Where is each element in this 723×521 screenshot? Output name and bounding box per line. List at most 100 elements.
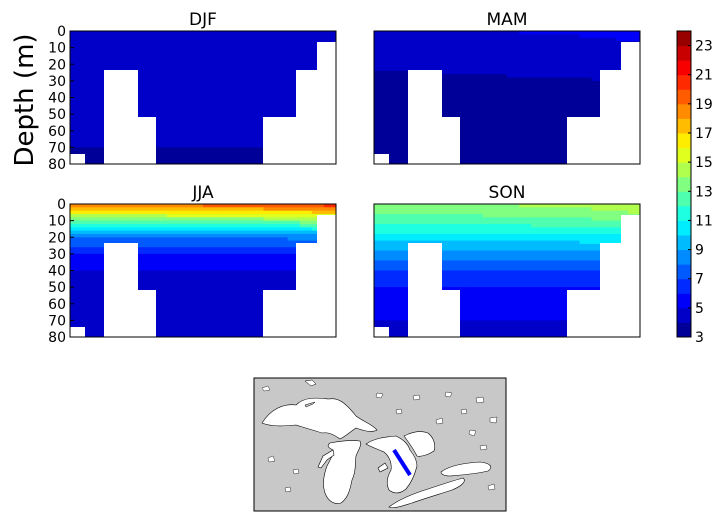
land-mask: [442, 290, 460, 337]
temperature-cell: [567, 263, 581, 268]
temperature-cell: [386, 253, 399, 258]
temperature-cell: [398, 97, 411, 102]
temperature-cell: [591, 50, 605, 55]
temperature-cell: [458, 120, 472, 125]
temperature-cell: [82, 230, 95, 235]
temperature-cell: [142, 220, 156, 225]
temperature-cell: [239, 140, 252, 145]
temperature-cell: [567, 273, 581, 278]
temperature-cell: [299, 37, 313, 42]
temperature-cell: [579, 207, 593, 212]
temperature-cell: [482, 110, 496, 115]
temperature-cell: [82, 257, 95, 262]
temperature-cell: [82, 80, 95, 85]
temperature-cell: [446, 280, 460, 285]
temperature-cell: [386, 94, 399, 99]
lake-nipigon: [304, 379, 317, 387]
temperature-cell: [251, 280, 265, 285]
temperature-cell: [82, 310, 95, 315]
temperature-cell: [531, 204, 544, 208]
temperature-cell: [118, 230, 132, 235]
temperature-cell: [470, 323, 484, 328]
temperature-cell: [555, 240, 569, 245]
temperature-cell: [374, 147, 387, 152]
temperature-cell: [519, 313, 532, 318]
temperature-cell: [555, 293, 569, 298]
temperature-cell: [203, 297, 216, 302]
temperature-cell: [386, 107, 399, 112]
temperature-cell: [154, 160, 168, 164]
temperature-cell: [106, 207, 119, 212]
temperature-cell: [154, 54, 168, 59]
temperature-cell: [494, 60, 508, 65]
temperature-cell: [263, 277, 277, 282]
temperature-cell: [507, 157, 520, 162]
temperature-cell: [239, 287, 252, 292]
land-mask: [442, 117, 460, 164]
temperature-cell: [555, 154, 569, 158]
temperature-cell: [154, 287, 168, 292]
temperature-cell: [154, 137, 168, 142]
small-lake: [460, 408, 468, 415]
temperature-cell: [82, 90, 95, 95]
temperature-cell: [422, 37, 436, 42]
temperature-cell: [507, 160, 520, 164]
temperature-cell: [434, 207, 448, 212]
temperature-cell: [555, 300, 569, 305]
temperature-cell: [82, 313, 95, 318]
temperature-cell: [531, 60, 544, 65]
temperature-cell: [374, 204, 387, 208]
temperature-cell: [398, 74, 411, 79]
temperature-cell: [94, 323, 107, 328]
temperature-cell: [519, 207, 532, 212]
temperature-cell: [70, 277, 83, 282]
temperature-cell: [275, 220, 289, 225]
y-tick-label: 70: [48, 313, 66, 329]
temperature-cell: [178, 223, 192, 228]
temperature-cell: [519, 310, 532, 315]
temperature-cell: [386, 77, 399, 82]
temperature-cell: [166, 300, 180, 305]
temperature-cell: [422, 207, 436, 212]
temperature-cell: [374, 283, 387, 288]
temperature-cell: [627, 210, 640, 215]
temperature-cell: [166, 64, 180, 69]
temperature-cell: [603, 237, 617, 242]
temperature-cell: [470, 207, 484, 212]
temperature-cell: [227, 313, 240, 318]
temperature-cell: [82, 100, 95, 105]
temperature-cell: [543, 260, 556, 265]
temperature-cell: [507, 107, 520, 112]
temperature-cell: [470, 280, 484, 285]
temperature-cell: [519, 60, 532, 65]
temperature-cell: [178, 130, 192, 135]
temperature-cell: [458, 207, 472, 212]
temperature-cell: [203, 130, 216, 135]
temperature-cell: [154, 47, 168, 52]
temperature-cell: [591, 243, 605, 248]
temperature-cell: [507, 130, 520, 135]
temperature-cell: [531, 124, 544, 129]
land-mask: [621, 215, 640, 243]
temperature-cell: [458, 253, 472, 258]
temperature-cell: [190, 293, 204, 298]
temperature-cell: [106, 64, 119, 69]
temperature-cell: [579, 74, 593, 79]
temperature-cell: [470, 60, 484, 65]
temperature-cell: [374, 273, 387, 278]
temperature-cell: [154, 263, 168, 268]
temperature-cell: [215, 84, 228, 89]
temperature-cell: [94, 157, 107, 162]
temperature-cell: [458, 57, 472, 62]
temperature-cell: [531, 44, 544, 49]
temperature-cell: [567, 37, 581, 42]
temperature-cell: [215, 34, 228, 39]
temperature-cell: [519, 270, 532, 275]
temperature-cell: [82, 290, 95, 295]
temperature-cell: [494, 160, 508, 164]
temperature-cell: [470, 223, 484, 228]
temperature-cell: [519, 110, 532, 115]
temperature-cell: [458, 127, 472, 132]
temperature-cell: [470, 247, 484, 252]
temperature-cell: [154, 330, 168, 335]
